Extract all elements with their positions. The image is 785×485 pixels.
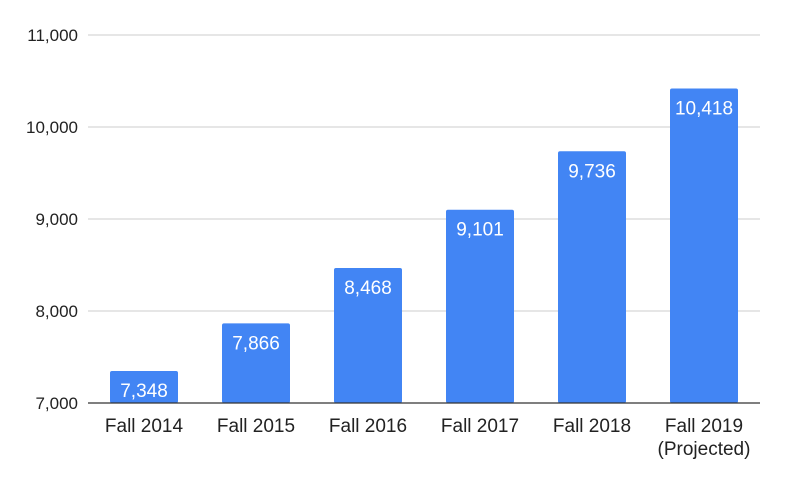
data-label: 10,418 — [675, 99, 733, 120]
bars — [110, 88, 738, 403]
bar — [222, 323, 290, 403]
data-label: 9,736 — [568, 161, 616, 182]
bar — [670, 88, 738, 403]
x-category-label: Fall 2016 — [329, 416, 407, 437]
bar — [558, 151, 626, 403]
bar — [334, 267, 402, 403]
data-label: 7,348 — [120, 381, 168, 402]
y-tick-label: 10,000 — [26, 118, 78, 137]
data-labels: 7,348 7,866 8,468 9,101 9,736 10,418 — [120, 99, 733, 402]
x-category-label: Fall 2018 — [553, 416, 631, 437]
x-category-label: Fall 2019 (Projected) — [658, 416, 751, 460]
x-category-label: Fall 2017 — [441, 416, 519, 437]
bar — [110, 370, 178, 403]
y-tick-label: 11,000 — [27, 26, 78, 45]
x-category-label: Fall 2014 — [105, 416, 184, 437]
data-label: 8,468 — [344, 278, 392, 299]
gridlines — [88, 34, 760, 312]
x-axis-category-labels: Fall 2014 Fall 2015 Fall 2016 Fall 2017 Fall… — [105, 416, 751, 460]
y-axis-tick-labels: 7,000 8,000 9,000 10,000 11,000 — [26, 26, 78, 413]
y-tick-label: 7,000 — [35, 394, 78, 413]
x-category-label: Fall 2015 — [217, 416, 295, 437]
y-tick-label: 9,000 — [35, 210, 78, 229]
bar — [446, 209, 514, 403]
data-label: 7,866 — [232, 333, 280, 354]
y-tick-label: 8,000 — [35, 302, 78, 321]
data-label: 9,101 — [456, 220, 504, 241]
